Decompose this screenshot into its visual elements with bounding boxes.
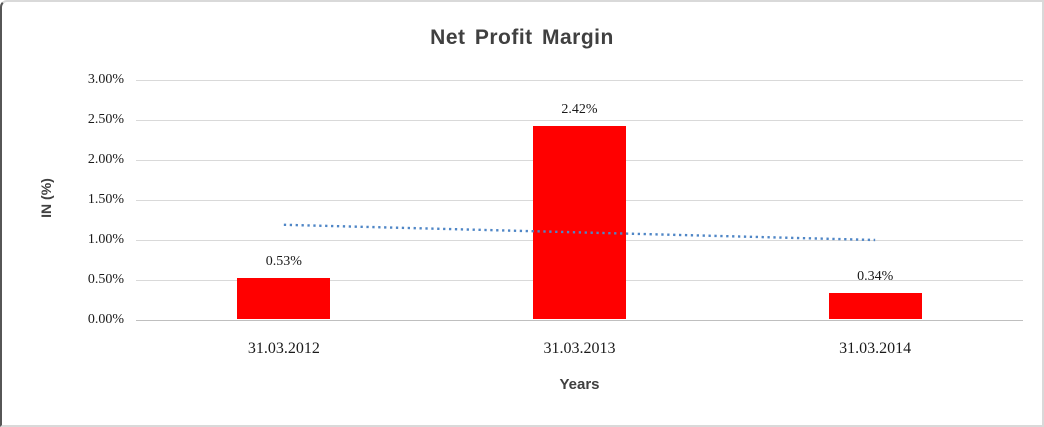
gridline [136,119,1023,121]
x-axis-line [136,319,1023,321]
bar-31.03.2012 [237,277,331,319]
plot-area: 0.53% 2.42% 0.34% [136,79,1023,321]
data-label: 2.42% [561,102,598,118]
x-category-label: 31.03.2014 [839,340,912,357]
x-category-label: 31.03.2013 [543,340,616,357]
chart-title: Net Profit Margin [430,26,614,49]
y-tick-label: 1.50% [87,192,124,207]
trendline-layer [283,223,876,242]
data-label: 0.34% [857,268,894,284]
data-label: 0.53% [265,253,302,269]
y-tick-label: 0.50% [87,272,124,287]
y-tick-label: 2.50% [87,112,124,127]
y-tick-label: 1.00% [87,232,124,247]
gridline [136,79,1023,81]
y-tick-label: 2.00% [87,152,124,167]
bar-31.03.2013 [533,126,626,319]
y-tick-label: 3.00% [87,72,124,87]
linear-trendline [283,223,876,242]
bar-31.03.2014 [828,292,922,319]
y-tick-label: 0.00% [87,312,124,327]
x-axis-title: Years [559,376,600,393]
x-category-label: 31.03.2012 [247,340,320,357]
